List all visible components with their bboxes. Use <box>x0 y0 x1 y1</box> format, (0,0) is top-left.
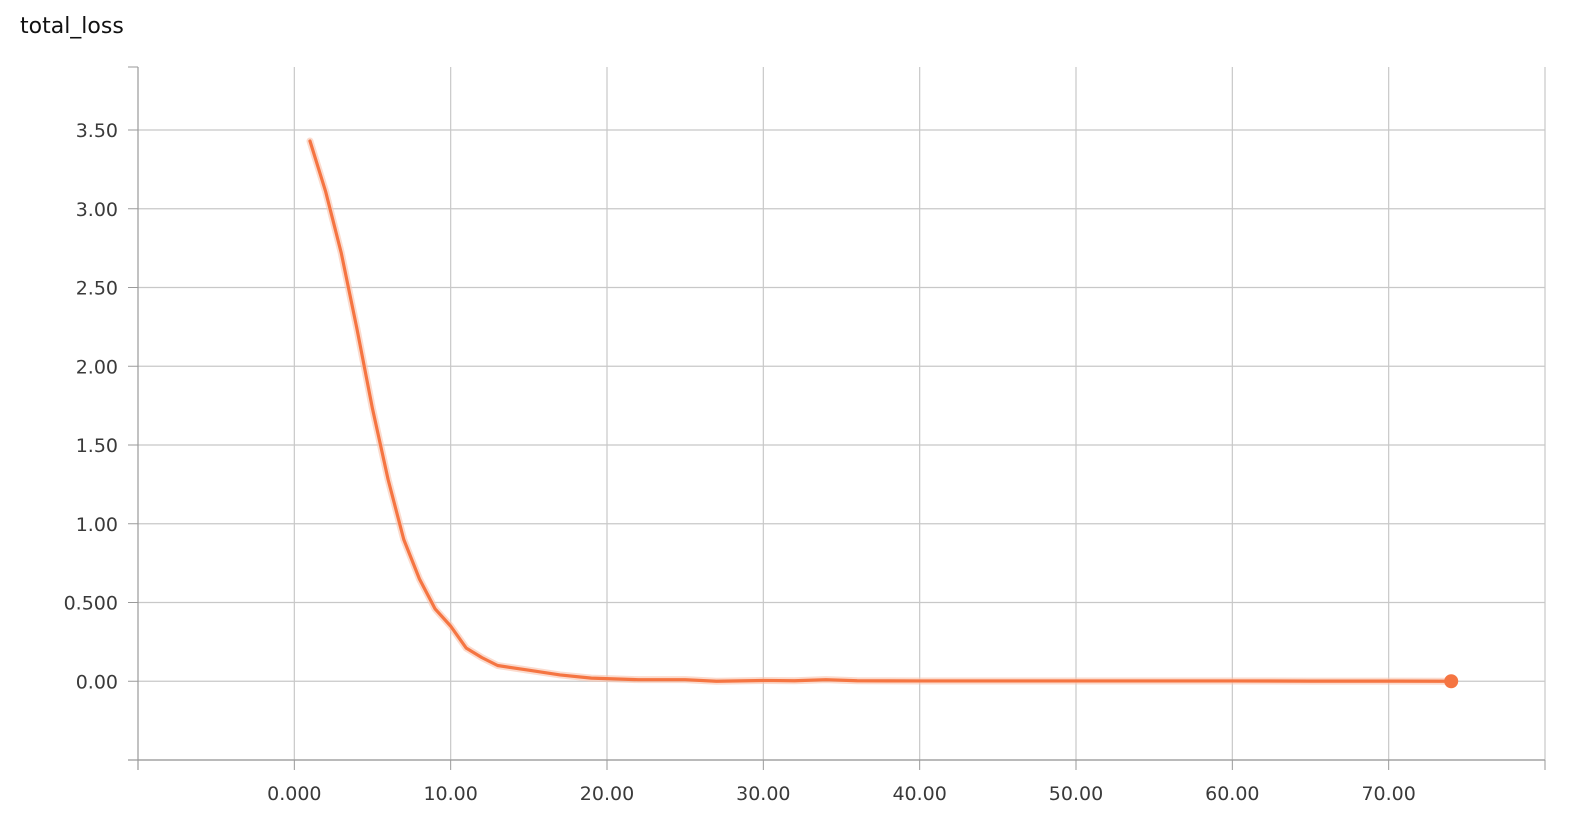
x-tick-label: 30.00 <box>736 783 790 805</box>
grid-lines <box>138 67 1546 761</box>
y-tick-label: 0.00 <box>76 671 118 693</box>
y-tick-label: 1.50 <box>76 435 118 457</box>
y-tick-label: 1.00 <box>76 514 118 536</box>
chart-title: total_loss <box>20 14 124 39</box>
y-tick-label: 2.00 <box>76 356 118 378</box>
series-end-point[interactable] <box>1444 674 1459 689</box>
x-tick-label: 20.00 <box>580 783 634 805</box>
series-shadow-line <box>306 137 1455 685</box>
x-tick-label: 50.00 <box>1049 783 1103 805</box>
x-tick-label: 40.00 <box>892 783 946 805</box>
tick-labels: 0.000 10.00 20.00 30.00 40.00 50.00 60.00 70.00… <box>64 120 1416 805</box>
series-line <box>308 139 1453 683</box>
x-tick-label: 10.00 <box>423 783 477 805</box>
axis-lines <box>128 66 1546 770</box>
series-layer <box>306 137 1459 689</box>
x-tick-label: 60.00 <box>1205 783 1259 805</box>
x-tick-label: 0.000 <box>267 783 321 805</box>
y-tick-label: 0.500 <box>64 593 118 615</box>
y-tick-label: 3.00 <box>76 199 118 221</box>
x-tick-label: 70.00 <box>1361 783 1415 805</box>
y-tick-label: 3.50 <box>76 120 118 142</box>
y-tick-label: 2.50 <box>76 278 118 300</box>
